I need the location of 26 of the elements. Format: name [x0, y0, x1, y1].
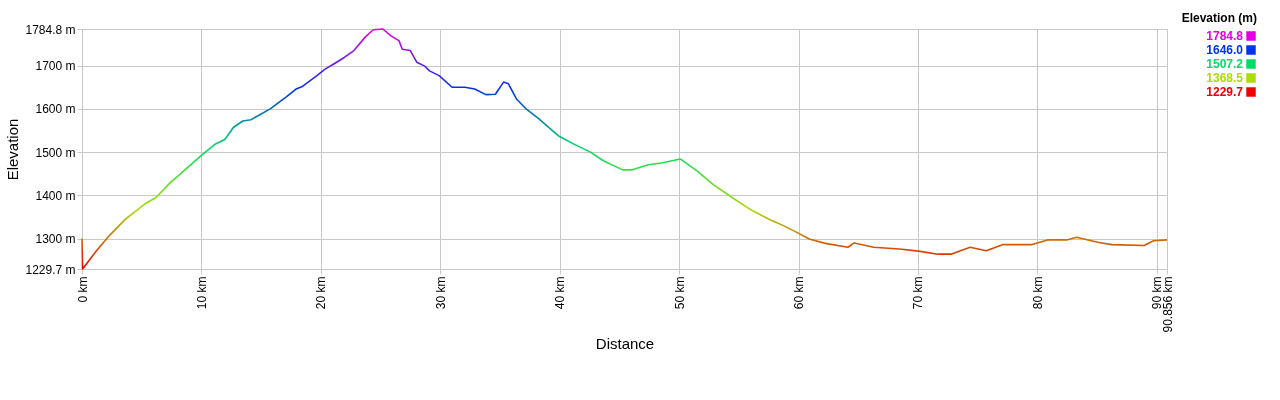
x-tick-label: 10 km — [194, 276, 209, 310]
y-tick-label: 1300 m — [35, 232, 76, 247]
y-tick-label: 1500 m — [35, 145, 76, 160]
x-tick-label: 90.856 km — [1160, 276, 1175, 333]
x-tick-label: 0 km — [75, 276, 90, 303]
x-tick-label: 20 km — [314, 276, 329, 310]
color-bar-label: 1646.0 — [1206, 43, 1244, 57]
x-tick-label: 60 km — [792, 276, 807, 310]
y-tick-label: 1229.7 m — [25, 262, 76, 277]
x-tick-label: 80 km — [1030, 276, 1045, 310]
x-tick-label: 50 km — [672, 276, 687, 310]
y-tick-label: 1700 m — [35, 59, 76, 74]
color-bar-label: 1784.8 — [1206, 29, 1244, 43]
x-tick-label: 40 km — [553, 276, 568, 310]
color-bar-label: 1229.7 — [1206, 85, 1244, 99]
y-tick-label: 1600 m — [35, 102, 76, 117]
y-tick-label: 1400 m — [35, 188, 76, 203]
x-tick-label: 70 km — [911, 276, 926, 310]
y-tick-label: 1784.8 m — [25, 22, 76, 37]
x-axis-title: Distance — [595, 334, 655, 352]
line-series — [81, 28, 1168, 270]
color-bar-label: 1368.5 — [1206, 71, 1244, 85]
color-bar-label: 1507.2 — [1206, 57, 1244, 71]
color-bar-title: Elevation (m) — [1181, 11, 1257, 25]
x-tick-label: 30 km — [433, 276, 448, 310]
y-axis-title: Elevation — [4, 118, 22, 181]
